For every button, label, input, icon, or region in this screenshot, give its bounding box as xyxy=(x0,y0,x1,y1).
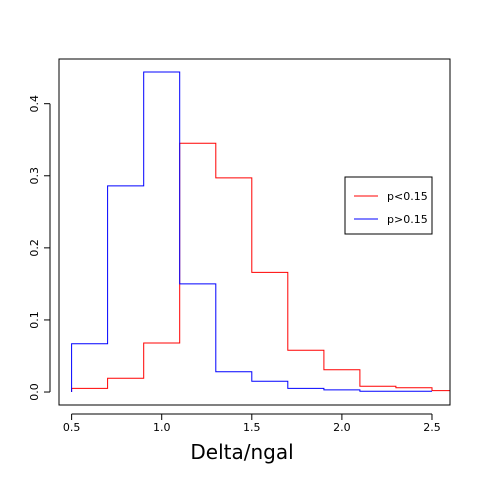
y-tick-label: 0.4 xyxy=(28,95,41,113)
x-tick-label: 1.0 xyxy=(153,421,171,434)
series-layer xyxy=(71,71,450,392)
y-tick-label: 0.0 xyxy=(28,383,41,401)
legend-label: p<0.15 xyxy=(387,190,428,203)
x-tick-label: 0.5 xyxy=(63,421,81,434)
x-axis: 0.5 1.0 1.5 2.0 2.5 xyxy=(63,413,441,434)
y-tick-label: 0.1 xyxy=(28,311,41,329)
legend: p<0.15 p>0.15 xyxy=(344,176,433,235)
legend-box xyxy=(344,176,433,235)
x-tick-label: 2.0 xyxy=(333,421,351,434)
x-axis-title: Delta/ngal xyxy=(190,440,293,464)
x-tick-label: 1.5 xyxy=(243,421,261,434)
plot-frame xyxy=(58,58,451,406)
series-line-1 xyxy=(71,142,450,392)
y-tick-label: 0.2 xyxy=(28,239,41,257)
y-tick-label: 0.3 xyxy=(28,167,41,185)
series-line-2 xyxy=(71,71,432,392)
y-axis: 0.0 0.1 0.2 0.3 0.4 xyxy=(28,95,51,401)
x-tick-label: 2.5 xyxy=(423,421,441,434)
legend-label: p>0.15 xyxy=(387,213,428,226)
